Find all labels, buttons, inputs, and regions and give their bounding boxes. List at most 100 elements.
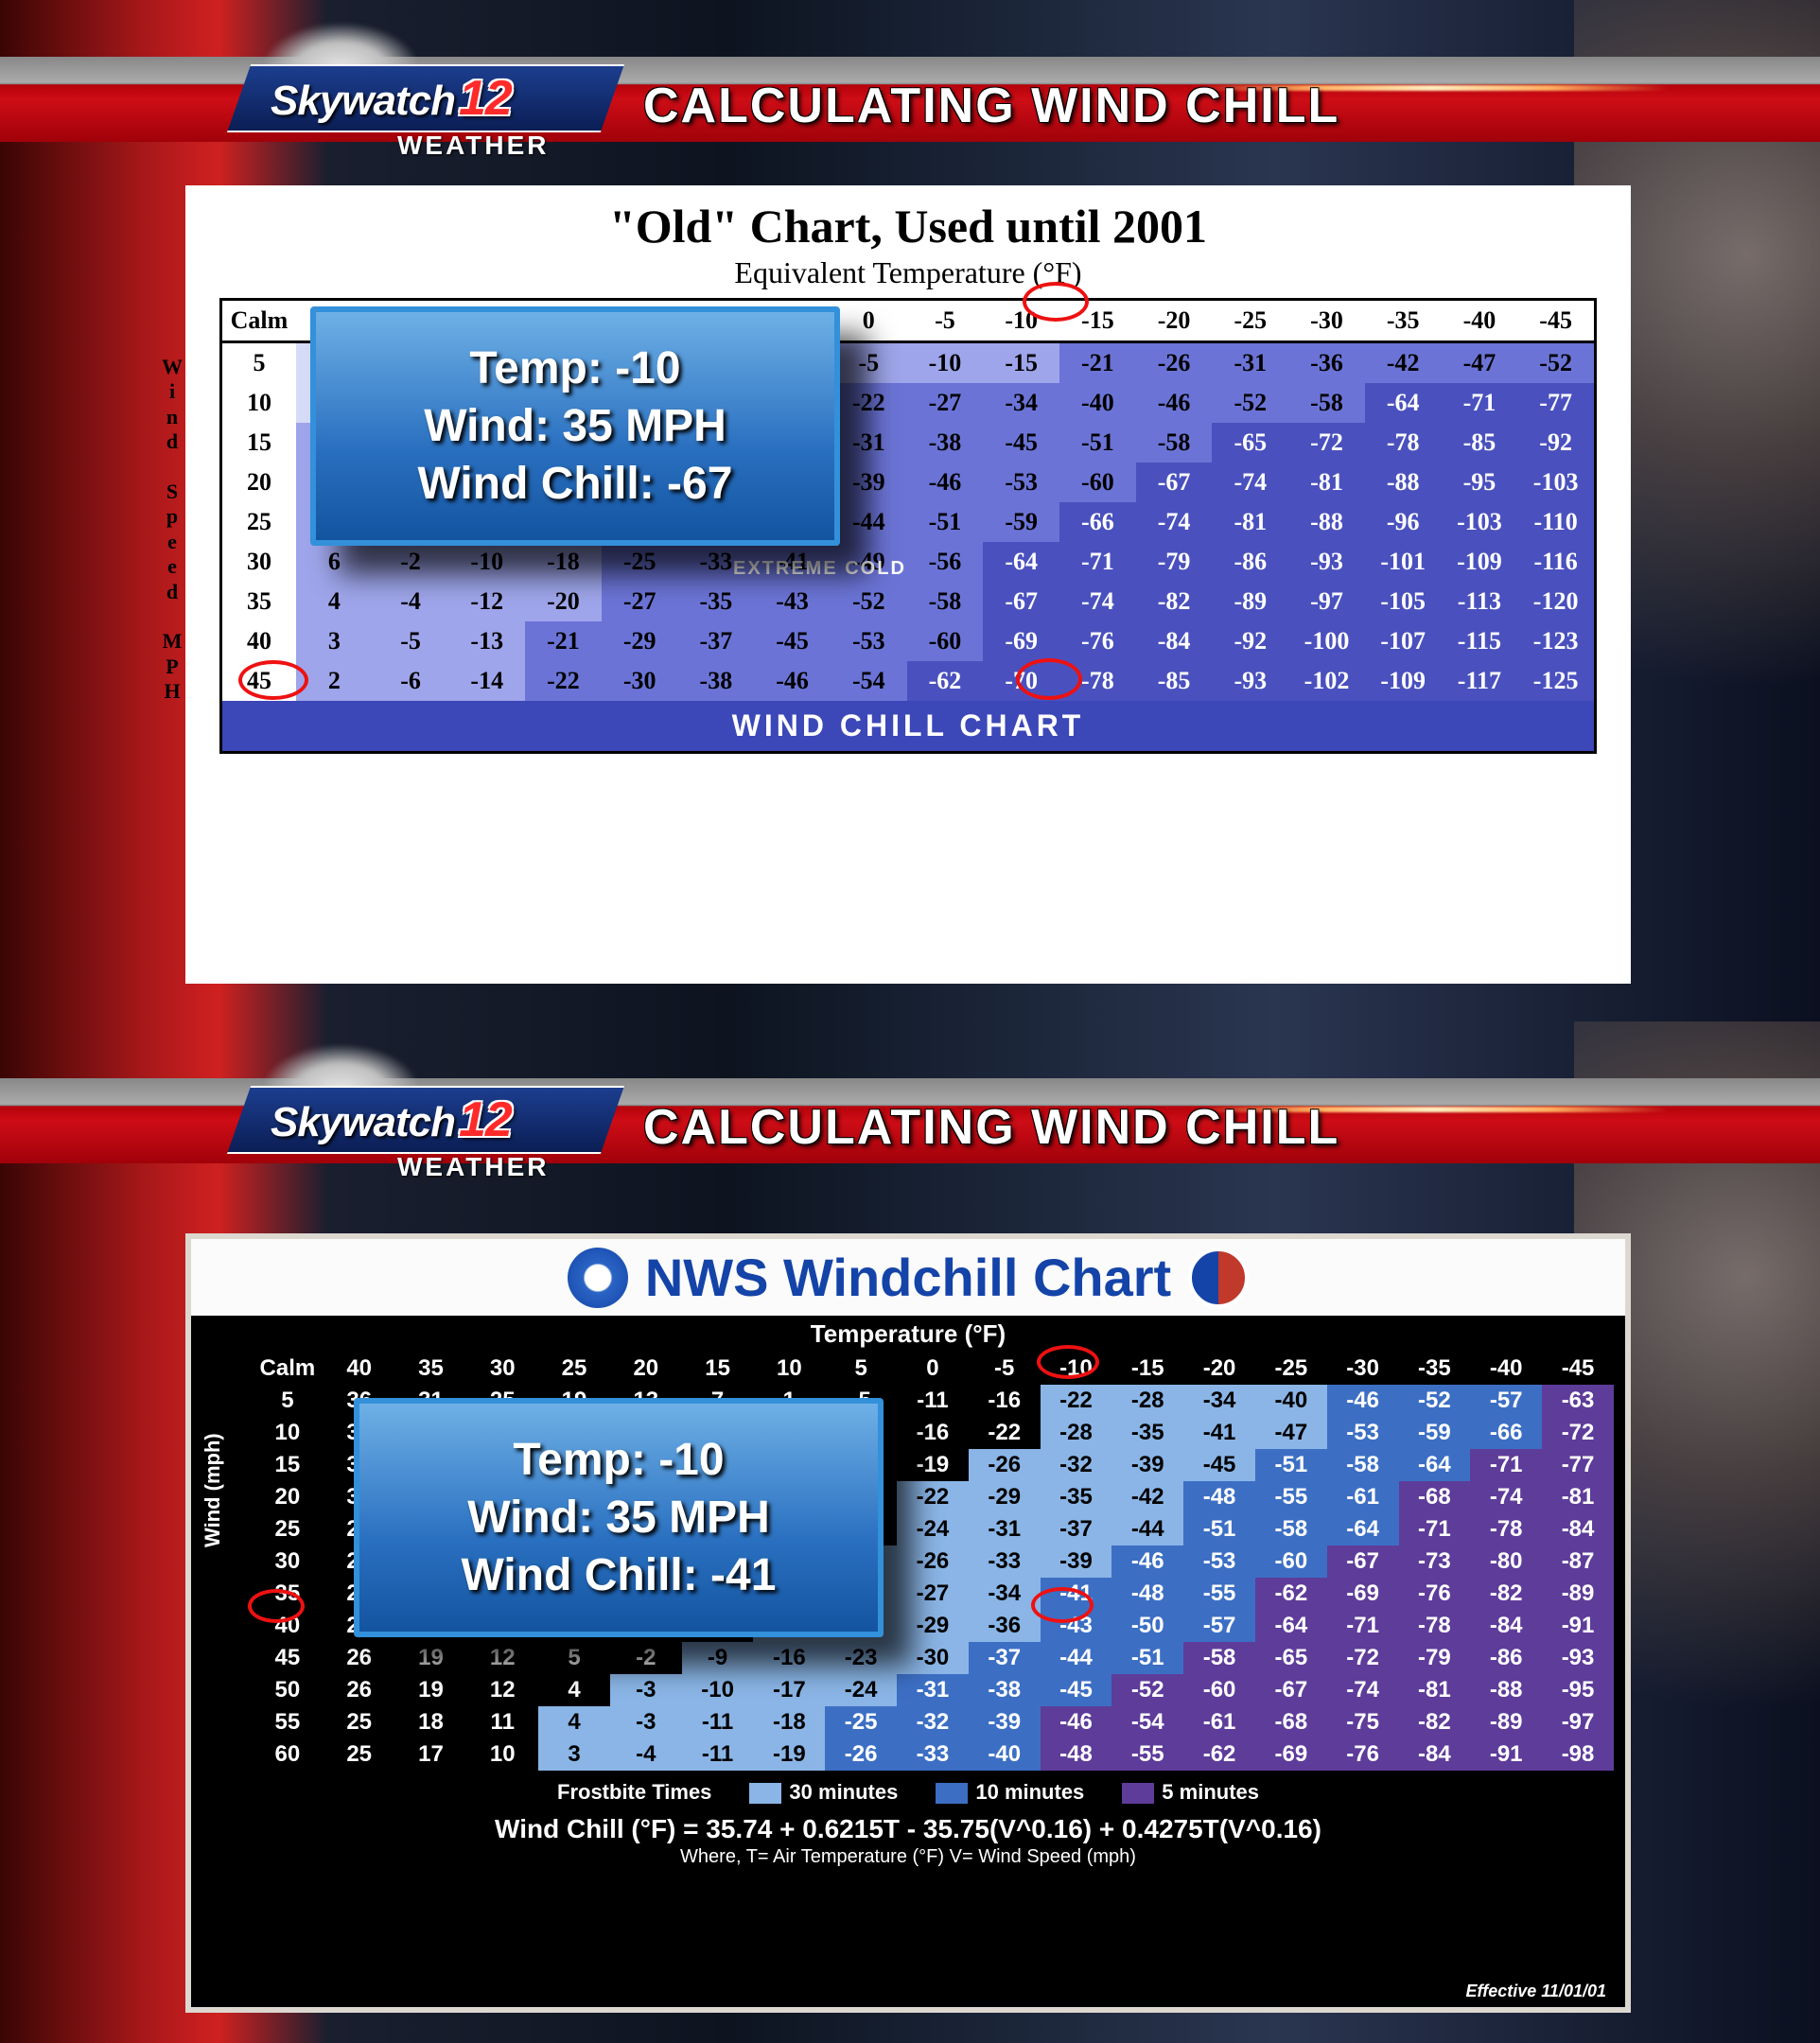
old-cell: -117 <box>1442 661 1518 701</box>
nws-wind-label: 10 <box>252 1417 324 1449</box>
nws-cell: -46 <box>1111 1545 1183 1578</box>
nws-cell: -81 <box>1399 1674 1471 1706</box>
nws-cell: -38 <box>969 1674 1041 1706</box>
nws-cell: -26 <box>897 1545 969 1578</box>
old-cell: -58 <box>1136 423 1213 463</box>
nws-cell: -89 <box>1470 1706 1542 1738</box>
nws-cell: -48 <box>1041 1738 1112 1771</box>
circle-temp-nws <box>1037 1345 1099 1379</box>
old-cell: -69 <box>983 621 1059 661</box>
old-chart-card: "Old" Chart, Used until 2001 Equivalent … <box>185 185 1631 984</box>
nws-cell: 10 <box>466 1738 538 1771</box>
logo-number: 12 <box>459 1092 512 1147</box>
nws-cell: -16 <box>969 1385 1041 1417</box>
nws-cell: -2 <box>610 1642 682 1674</box>
logo-brand: Skywatch <box>271 78 455 124</box>
nws-cell: -71 <box>1399 1513 1471 1545</box>
nws-cell: -28 <box>1041 1417 1112 1449</box>
old-cell: -46 <box>1136 383 1213 423</box>
nws-cell: -24 <box>825 1674 897 1706</box>
old-cell: -64 <box>1365 383 1442 423</box>
nws-effective: Effective 11/01/01 <box>1466 1982 1606 2001</box>
old-cell: 3 <box>296 621 373 661</box>
nws-wind-axis-label: Wind (mph) <box>201 1433 225 1547</box>
nws-cell: -88 <box>1470 1674 1542 1706</box>
nws-cell: -69 <box>1327 1578 1399 1610</box>
nws-legend: Frostbite Times 30 minutes 10 minutes 5 … <box>191 1771 1625 1805</box>
nws-cell: -72 <box>1327 1642 1399 1674</box>
old-cell: -25 <box>602 542 678 582</box>
legend-30: 30 minutes <box>789 1780 898 1804</box>
nws-cell: -36 <box>969 1610 1041 1642</box>
old-cell: -45 <box>983 423 1059 463</box>
nws-cell: -98 <box>1542 1738 1614 1771</box>
nws-wind-label: 5 <box>252 1385 324 1417</box>
old-cell: -88 <box>1288 502 1365 542</box>
nws-cell: -42 <box>1111 1481 1183 1513</box>
nws-cell: -19 <box>753 1738 825 1771</box>
nws-cell: -66 <box>1470 1417 1542 1449</box>
nws-cell: -53 <box>1327 1417 1399 1449</box>
nws-cell: -86 <box>1470 1642 1542 1674</box>
nws-cell: -19 <box>897 1449 969 1481</box>
nws-cell: 26 <box>324 1674 395 1706</box>
nws-cell: -91 <box>1470 1738 1542 1771</box>
nws-cell: -87 <box>1542 1545 1614 1578</box>
old-cell: -43 <box>754 582 831 621</box>
old-cell: -37 <box>678 621 755 661</box>
nws-cell: -74 <box>1470 1481 1542 1513</box>
nws-cell: -53 <box>1183 1545 1255 1578</box>
nws-cell: -89 <box>1542 1578 1614 1610</box>
old-header-calm: Calm <box>222 301 296 342</box>
nws-cell: -97 <box>1542 1706 1614 1738</box>
nws-cell: -28 <box>1111 1385 1183 1417</box>
nws-wind-label: 30 <box>252 1545 324 1578</box>
nws-cell: -3 <box>610 1674 682 1706</box>
nws-cell: -34 <box>1183 1385 1255 1417</box>
old-cell: -67 <box>983 582 1059 621</box>
nws-cell: -37 <box>1041 1513 1112 1545</box>
callout-old: Temp: -10 Wind: 35 MPH Wind Chill: -67 <box>310 306 840 546</box>
legend-10: 10 minutes <box>975 1780 1084 1804</box>
callout-old-temp: Temp: -10 <box>358 342 793 394</box>
logo-band: Skywatch12 <box>227 1086 624 1154</box>
logo-subtext: WEATHER <box>397 1152 549 1182</box>
circle-temp-old <box>1023 282 1089 322</box>
old-cell: -60 <box>1059 463 1136 502</box>
nws-cell: -72 <box>1542 1417 1614 1449</box>
nws-cell: -46 <box>1041 1706 1112 1738</box>
old-cell: -72 <box>1288 423 1365 463</box>
nws-cell: -91 <box>1542 1610 1614 1642</box>
old-cell: -74 <box>1136 502 1213 542</box>
frostbite-label: Frostbite Times <box>557 1780 711 1805</box>
nws-cell: -82 <box>1470 1578 1542 1610</box>
panel-old-chart: Skywatch12 WEATHER CALCULATING WIND CHIL… <box>0 0 1820 1022</box>
nws-badge-icon <box>1188 1248 1249 1308</box>
old-cell: 4 <box>296 582 373 621</box>
nws-cell: 4 <box>538 1674 610 1706</box>
nws-where: Where, T= Air Temperature (°F) V= Wind S… <box>191 1844 1625 1868</box>
old-cell: -79 <box>1136 542 1213 582</box>
nws-cell: -65 <box>1255 1642 1327 1674</box>
nws-cell: -30 <box>897 1642 969 1674</box>
nws-cell: -84 <box>1470 1610 1542 1642</box>
old-cell: -64 <box>983 542 1059 582</box>
nws-cell: -52 <box>1399 1385 1471 1417</box>
nws-cell: -9 <box>682 1642 754 1674</box>
nws-temp-header: 5 <box>825 1353 897 1385</box>
nws-cell: -58 <box>1255 1513 1327 1545</box>
nws-wind-label: 15 <box>252 1449 324 1481</box>
nws-cell: -33 <box>897 1738 969 1771</box>
nws-cell: -31 <box>969 1513 1041 1545</box>
old-cell: -42 <box>1365 342 1442 384</box>
old-cell: -30 <box>602 661 678 701</box>
nws-cell: 19 <box>395 1642 467 1674</box>
nws-cell: -41 <box>1183 1417 1255 1449</box>
nws-header: NWS Windchill Chart <box>191 1239 1625 1316</box>
old-cell: -45 <box>754 621 831 661</box>
old-cell: -115 <box>1442 621 1518 661</box>
callout-nws: Temp: -10 Wind: 35 MPH Wind Chill: -41 <box>354 1398 884 1637</box>
old-wind-label: 35 <box>222 582 296 621</box>
nws-cell: -11 <box>897 1385 969 1417</box>
old-temp-header: -20 <box>1136 301 1213 342</box>
